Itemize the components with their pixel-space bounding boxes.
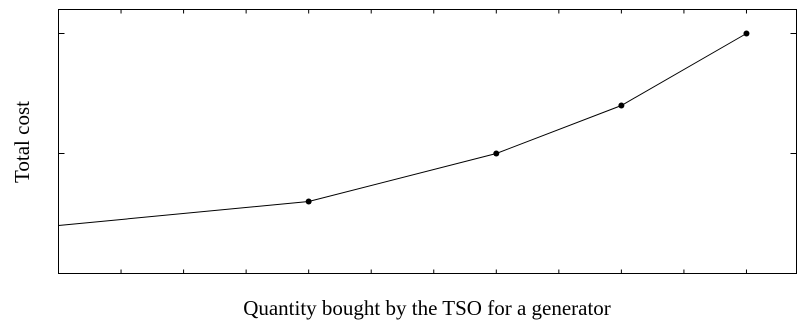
data-point-2 <box>305 198 312 205</box>
series-layer <box>58 30 750 226</box>
data-point-5 <box>743 30 750 37</box>
x-axis-label: Quantity bought by the TSO for a generat… <box>243 296 611 320</box>
plot-frame <box>58 9 797 274</box>
data-point-3 <box>493 150 500 157</box>
series-line-1 <box>58 33 747 226</box>
y-axis-label: Total cost <box>10 101 34 183</box>
y-axis-ticks <box>58 33 797 154</box>
x-axis-ticks <box>120 9 747 274</box>
data-point-4 <box>618 102 625 109</box>
